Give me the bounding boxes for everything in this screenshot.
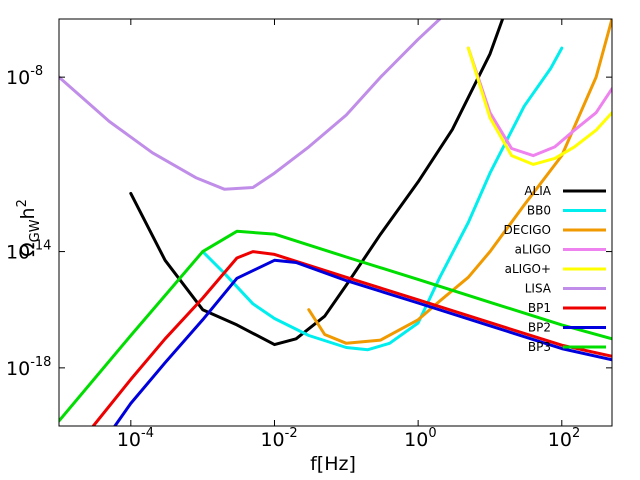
series-line-bb0 bbox=[201, 46, 564, 352]
series-line-alia bbox=[129, 19, 505, 347]
series-line-aligo- bbox=[466, 46, 612, 166]
series-line-decigo bbox=[307, 19, 612, 345]
legend-label-aligo: aLIGO bbox=[515, 243, 551, 257]
x-tick-label: 10-2 bbox=[260, 426, 297, 451]
series-line-bp1 bbox=[91, 250, 612, 426]
y-axis-label-sup: 2 bbox=[15, 199, 30, 207]
y-axis-label-tail: h bbox=[17, 207, 39, 219]
x-tick-label: 10-4 bbox=[117, 426, 154, 451]
legend-label-decigo: DECIGO bbox=[504, 223, 551, 237]
y-tick-label: 10-8 bbox=[6, 64, 43, 89]
legend: ALIA BB0 DECIGO aLIGO aLIGO+ LISA BP1 BP2 BP3 bbox=[504, 184, 606, 354]
series-line-bp2 bbox=[113, 258, 612, 426]
tick-layer: 10-4 10-2 100 102 10-8 10-14 10-18 bbox=[6, 19, 612, 451]
legend-label-alia: ALIA bbox=[524, 184, 551, 198]
series-line-aligo bbox=[466, 46, 612, 158]
legend-label-bp1: BP1 bbox=[528, 301, 551, 315]
series-line-bp3 bbox=[59, 229, 612, 423]
legend-label-bp2: BP2 bbox=[528, 321, 551, 335]
x-tick-label: 100 bbox=[404, 426, 436, 451]
y-axis-label: ΩGWh2 bbox=[15, 199, 43, 257]
y-axis-label-sub: GW bbox=[28, 219, 43, 242]
legend-label-bb0: BB0 bbox=[527, 204, 551, 218]
legend-label-aligo-: aLIGO+ bbox=[505, 262, 551, 276]
series-layer bbox=[59, 19, 612, 426]
x-tick-label: 102 bbox=[548, 426, 580, 451]
x-axis-label: f[Hz] bbox=[310, 453, 356, 475]
y-axis-label-main: Ω bbox=[17, 242, 39, 257]
plot-frame bbox=[58, 18, 613, 427]
svg-text:ΩGWh2: ΩGWh2 bbox=[15, 199, 43, 257]
legend-label-bp3: BP3 bbox=[528, 340, 551, 354]
y-tick-label: 10-14 bbox=[6, 239, 51, 264]
legend-label-lisa: LISA bbox=[525, 282, 552, 296]
plot-area bbox=[59, 19, 612, 426]
y-tick-label: 10-18 bbox=[6, 355, 51, 380]
series-line-lisa bbox=[59, 19, 442, 191]
